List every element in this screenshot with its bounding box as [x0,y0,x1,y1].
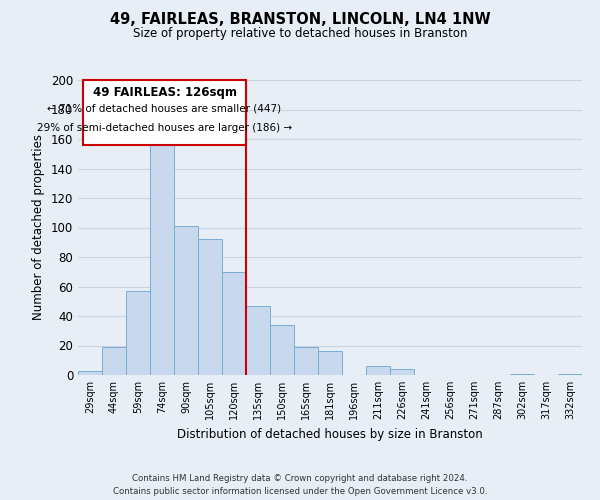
Bar [366,366,390,375]
Bar [174,226,198,375]
Bar [78,370,102,375]
Bar [270,325,294,375]
Text: 29% of semi-detached houses are larger (186) →: 29% of semi-detached houses are larger (… [37,123,292,133]
Bar [510,374,534,375]
Bar [558,374,582,375]
Bar [198,240,222,375]
Text: Size of property relative to detached houses in Branston: Size of property relative to detached ho… [133,28,467,40]
Bar [294,347,318,375]
FancyBboxPatch shape [83,80,246,145]
Text: 49 FAIRLEAS: 126sqm: 49 FAIRLEAS: 126sqm [92,86,236,99]
Text: Contains HM Land Registry data © Crown copyright and database right 2024.
Contai: Contains HM Land Registry data © Crown c… [113,474,487,496]
X-axis label: Distribution of detached houses by size in Branston: Distribution of detached houses by size … [177,428,483,440]
Bar [126,291,150,375]
Bar [390,369,414,375]
Bar [102,347,126,375]
Bar [246,306,270,375]
Text: ← 71% of detached houses are smaller (447): ← 71% of detached houses are smaller (44… [47,104,281,114]
Text: 49, FAIRLEAS, BRANSTON, LINCOLN, LN4 1NW: 49, FAIRLEAS, BRANSTON, LINCOLN, LN4 1NW [110,12,490,28]
Bar [318,352,342,375]
Y-axis label: Number of detached properties: Number of detached properties [32,134,45,320]
Bar [222,272,246,375]
Bar [150,133,174,375]
